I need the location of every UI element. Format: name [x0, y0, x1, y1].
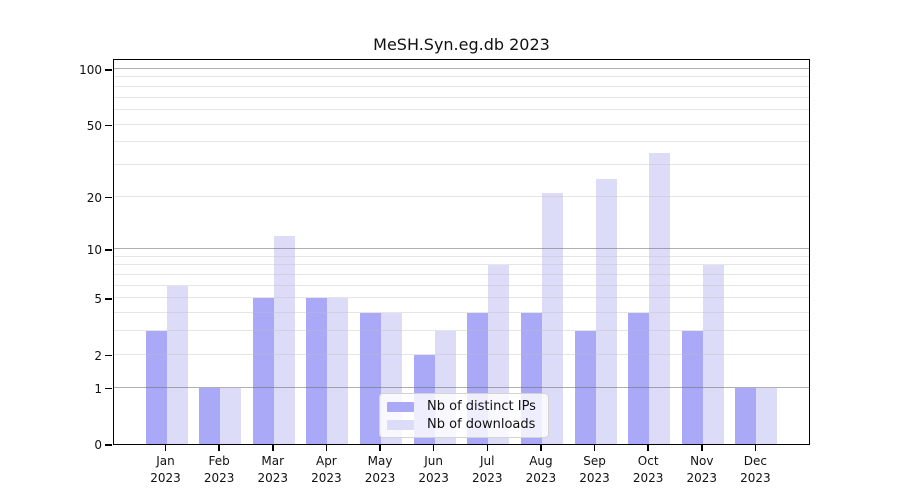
gridline-7	[114, 274, 809, 276]
x-tick-apr	[325, 445, 328, 451]
gridline-50	[114, 123, 809, 125]
x-tick-label-jan-2023: Jan 2023	[150, 454, 181, 485]
x-tick-nov	[701, 445, 703, 451]
y-tick-label-2: 2	[94, 348, 102, 363]
legend-label-nb-of-downloads: Nb of downloads	[427, 417, 536, 432]
bar-nb-of-downloads-apr	[327, 298, 349, 444]
legend-item-nb-of-distinct-ips: Nb of distinct IPs	[387, 399, 540, 414]
x-tick-label-jun-2023: Jun 2023	[418, 454, 449, 485]
x-tick-label-mar-2023: Mar 2023	[257, 454, 289, 485]
gridline-5	[114, 297, 809, 299]
x-tick-label-sep-2023: Sep 2023	[579, 454, 610, 485]
chart-title: MeSH.Syn.eg.db 2023	[373, 35, 550, 54]
bar-nb-of-downloads-mar	[273, 235, 295, 444]
bar-nb-of-downloads-dec	[756, 387, 778, 444]
y-tick-50	[105, 124, 112, 127]
y-tick-5	[105, 298, 112, 300]
bar-nb-of-downloads-jan	[166, 285, 188, 444]
bar-nb-of-distinct-ips-apr	[306, 298, 328, 444]
gridline-6	[114, 284, 809, 286]
legend: Nb of distinct IPs Nb of downloads	[379, 393, 549, 438]
bar-nb-of-distinct-ips-oct	[628, 313, 650, 444]
gridline-9	[114, 255, 809, 257]
bar-nb-of-downloads-nov	[702, 265, 724, 444]
gridline-40	[114, 141, 809, 143]
x-tick-label-feb-2023: Feb 2023	[203, 454, 235, 485]
bar-nb-of-downloads-oct	[649, 152, 671, 444]
bar-nb-of-distinct-ips-mar	[252, 298, 274, 444]
gridline-90	[114, 76, 809, 78]
gridline-10	[114, 248, 809, 250]
gridline-2	[114, 353, 809, 355]
bar-nb-of-downloads-feb	[220, 387, 242, 444]
x-tick-label-jul-2023: Jul 2023	[471, 454, 503, 485]
x-tick-sep	[593, 445, 596, 451]
bar-nb-of-downloads-sep	[595, 179, 617, 444]
bar-nb-of-distinct-ips-dec	[735, 387, 757, 444]
x-tick-label-apr-2023: Apr 2023	[311, 454, 342, 485]
y-tick-2	[105, 354, 112, 357]
bar-nb-of-downloads-aug	[541, 192, 563, 444]
gridline-1	[114, 386, 809, 388]
gridline-4	[114, 312, 809, 314]
legend-swatch-nb-of-distinct-ips	[387, 401, 414, 412]
x-tick-dec	[754, 445, 757, 451]
y-tick-label-10: 10	[86, 243, 102, 258]
y-tick-20	[105, 196, 112, 199]
legend-label-nb-of-distinct-ips: Nb of distinct IPs	[427, 399, 536, 414]
legend-item-nb-of-downloads: Nb of downloads	[387, 417, 540, 432]
y-tick-0	[105, 444, 112, 446]
y-tick-label-0: 0	[94, 438, 102, 452]
x-tick-oct	[647, 445, 649, 451]
x-tick-jan	[164, 445, 167, 451]
x-tick-jun	[432, 445, 435, 451]
gridline-20	[114, 195, 809, 197]
x-tick-feb	[218, 445, 220, 451]
legend-swatch-nb-of-downloads	[387, 419, 414, 430]
y-tick-label-100: 100	[79, 63, 102, 77]
y-tick-1	[105, 387, 112, 390]
y-tick-label-50: 50	[86, 118, 102, 133]
y-tick-100	[105, 69, 112, 71]
x-tick-label-oct-2023: Oct 2023	[632, 454, 664, 485]
x-tick-mar	[272, 445, 274, 451]
gridline-30	[114, 163, 809, 165]
x-tick-may	[379, 445, 381, 451]
gridline-80	[114, 85, 809, 87]
x-tick-jul	[486, 445, 489, 451]
x-tick-label-may-2023: May 2023	[364, 454, 396, 485]
gridline-70	[114, 96, 809, 98]
gridline-100	[114, 68, 809, 69]
y-tick-label-5: 5	[94, 292, 102, 307]
x-tick-aug	[540, 445, 542, 451]
x-tick-label-nov-2023: Nov 2023	[686, 454, 718, 485]
y-tick-label-1: 1	[94, 381, 102, 396]
bar-nb-of-distinct-ips-may	[360, 313, 382, 444]
gridline-8	[114, 264, 809, 266]
y-tick-label-20: 20	[86, 190, 102, 205]
x-tick-label-dec-2023: Dec 2023	[740, 454, 771, 485]
x-tick-label-aug-2023: Aug 2023	[525, 454, 557, 485]
gridline-3	[114, 330, 809, 332]
gridline-60	[114, 108, 809, 110]
plot-area: Nb of distinct IPs Nb of downloads	[113, 59, 810, 445]
y-tick-10	[105, 249, 112, 251]
bar-nb-of-distinct-ips-feb	[199, 387, 221, 444]
